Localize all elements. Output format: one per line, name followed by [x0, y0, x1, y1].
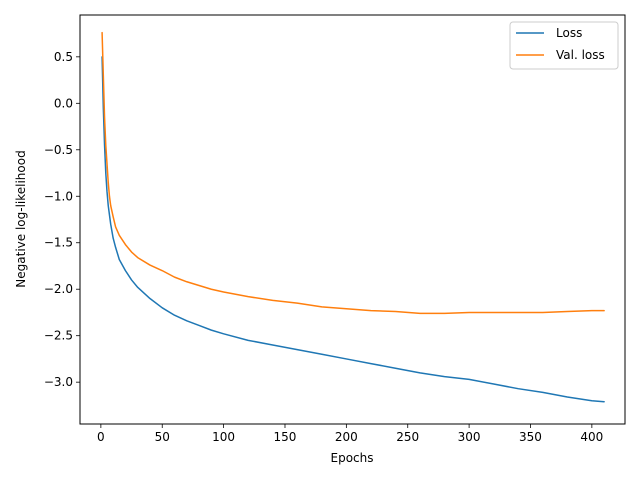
x-tick-label: 250	[396, 430, 419, 444]
legend-label-loss: Loss	[556, 26, 582, 40]
x-tick-label: 300	[458, 430, 481, 444]
y-tick-label: −1.5	[44, 236, 73, 250]
x-axis-label: Epochs	[331, 451, 374, 465]
x-tick-label: 350	[519, 430, 542, 444]
y-tick-label: 0.5	[54, 50, 73, 64]
y-tick-label: −2.5	[44, 329, 73, 343]
y-axis-ticks: 0.5 0.0 −0.5 −1.0 −1.5 −2.0 −2.5 −3.0	[44, 50, 80, 389]
x-tick-label: 0	[97, 430, 105, 444]
x-tick-label: 100	[212, 430, 235, 444]
y-tick-label: −2.0	[44, 282, 73, 296]
x-tick-label: 50	[155, 430, 170, 444]
series-line-loss	[101, 56, 605, 403]
x-tick-label: 400	[580, 430, 603, 444]
y-axis-label: Negative log-likelihood	[14, 150, 28, 287]
legend-label-val-loss: Val. loss	[556, 48, 605, 62]
y-tick-label: 0.0	[54, 96, 73, 110]
x-axis-ticks: 0 50 100 150 200 250 300 350 400	[97, 424, 603, 444]
x-tick-label: 150	[274, 430, 297, 444]
legend: Loss Val. loss	[509, 21, 619, 70]
plot-frame	[79, 14, 626, 425]
series-line-val-loss	[101, 31, 605, 315]
y-tick-label: −0.5	[44, 143, 73, 157]
y-tick-label: −1.0	[44, 189, 73, 203]
y-tick-label: −3.0	[44, 375, 73, 389]
series-layer	[101, 31, 605, 403]
x-tick-label: 200	[335, 430, 358, 444]
